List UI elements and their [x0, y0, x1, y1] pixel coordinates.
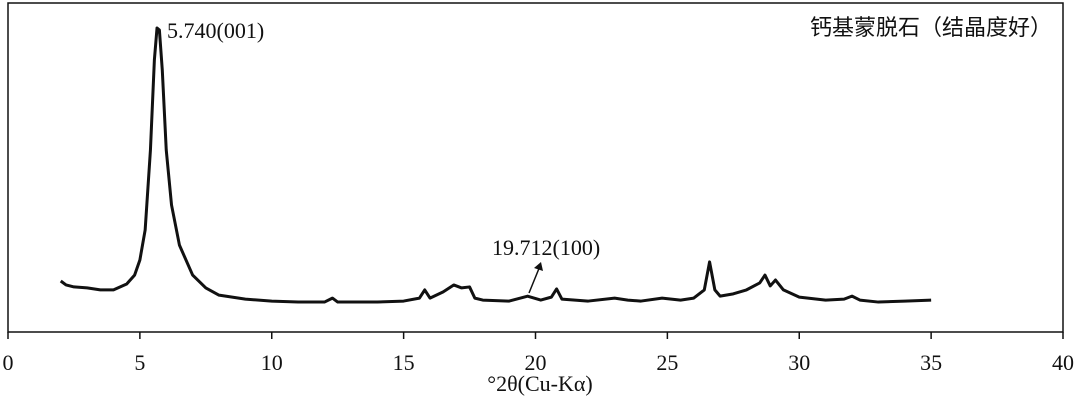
x-tick-label: 35 [920, 350, 942, 375]
x-tick-label: 15 [393, 350, 415, 375]
annotation: 19.712(100) [492, 235, 600, 260]
annotation-arrow [528, 265, 541, 294]
annotation: 5.740(001) [167, 18, 264, 43]
plot-frame [7, 2, 1064, 333]
xrd-line [59, 26, 932, 304]
x-axis-label: °2θ(Cu-Kα) [487, 371, 592, 396]
chart-title: 钙基蒙脱石（结晶度好） [810, 15, 1052, 40]
x-tick-label: 25 [656, 350, 678, 375]
x-tick-label: 30 [788, 350, 810, 375]
x-tick-label: 10 [261, 350, 283, 375]
annotation-arrowhead [534, 262, 543, 271]
x-tick-label: 40 [1052, 350, 1074, 375]
x-tick-label: 0 [3, 350, 14, 375]
x-tick-label: 5 [134, 350, 145, 375]
x-tick-label: 20 [525, 350, 547, 375]
